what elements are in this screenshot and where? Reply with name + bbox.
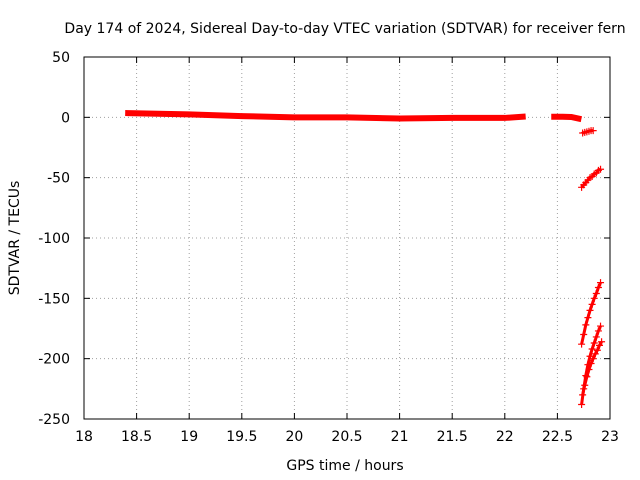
y-axis-label: SDTVAR / TECUs <box>7 181 23 296</box>
data-point <box>578 401 586 409</box>
data-point <box>588 345 596 353</box>
x-tick-label: 18.5 <box>121 429 152 445</box>
data-series <box>578 279 605 348</box>
data-series <box>578 165 605 191</box>
x-tick-label: 23 <box>601 429 619 445</box>
data-point <box>589 127 597 135</box>
data-series <box>579 338 606 399</box>
data-point <box>580 331 588 339</box>
y-tick-label: -100 <box>38 231 70 247</box>
data-point <box>592 333 600 341</box>
data-point <box>587 359 595 367</box>
data-point <box>597 322 605 330</box>
data-point <box>586 306 594 314</box>
series-trace <box>580 167 602 189</box>
data-point <box>582 321 590 329</box>
x-tick-label: 22.5 <box>542 429 573 445</box>
data-point <box>594 327 602 335</box>
x-tick-label: 20 <box>285 429 303 445</box>
x-tick-label: 19 <box>180 429 198 445</box>
x-axis-ticks: 18 18.5 19 19.5 20 20.5 21 21.5 22 22.5 23 <box>75 57 619 445</box>
series-trace <box>581 341 603 396</box>
series-trace <box>580 282 602 345</box>
y-tick-label: -150 <box>38 291 70 307</box>
data-band <box>551 113 582 123</box>
data-point <box>578 340 586 348</box>
data-point <box>583 373 591 381</box>
x-tick-label: 21 <box>391 429 409 445</box>
x-tick-label: 21.5 <box>437 429 468 445</box>
data-point <box>592 290 600 298</box>
x-tick-label: 18 <box>75 429 93 445</box>
data-point <box>598 338 606 346</box>
data-point <box>590 294 598 302</box>
data-points <box>125 110 606 409</box>
data-point <box>593 346 601 354</box>
data-series <box>579 127 597 137</box>
data-point <box>595 341 603 349</box>
data-point <box>581 381 589 389</box>
data-point <box>597 279 605 287</box>
data-point <box>584 314 592 322</box>
plot-frame <box>83 56 611 420</box>
data-band <box>125 110 526 122</box>
data-point <box>588 300 596 308</box>
y-tick-label: -50 <box>47 171 70 187</box>
data-point <box>585 366 593 374</box>
data-point <box>591 350 599 358</box>
x-tick-label: 20.5 <box>331 429 362 445</box>
y-tick-label: -200 <box>38 352 70 368</box>
x-tick-label: 19.5 <box>226 429 257 445</box>
y-tick-label: 0 <box>61 110 70 126</box>
data-point <box>590 339 598 347</box>
y-axis-ticks: 50 0 -50 -100 -150 -200 -250 <box>38 50 610 428</box>
data-point <box>594 283 602 291</box>
chart-title: Day 174 of 2024, Sidereal Day-to-day VTE… <box>64 21 625 37</box>
x-axis-label: GPS time / hours <box>286 458 403 474</box>
x-tick-label: 22 <box>496 429 514 445</box>
data-point <box>597 165 605 173</box>
data-point <box>579 391 587 399</box>
data-point <box>589 355 597 363</box>
y-tick-label: -250 <box>38 412 70 428</box>
y-tick-label: 50 <box>52 50 70 66</box>
